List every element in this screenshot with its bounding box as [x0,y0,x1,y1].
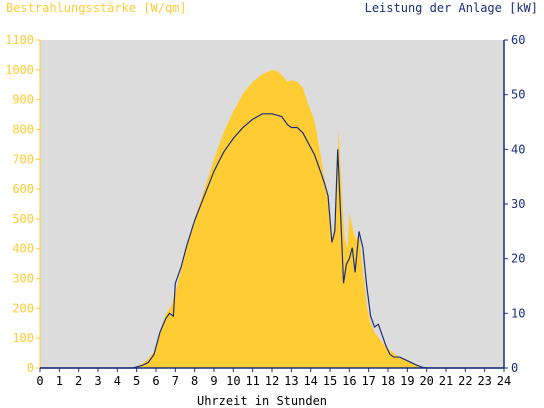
x-tick-label: 7 [172,374,179,388]
x-tick-label: 4 [114,374,121,388]
x-tick-label: 6 [152,374,159,388]
x-tick-label: 5 [133,374,140,388]
left-tick-label: 400 [12,242,34,256]
right-tick-label: 60 [511,33,525,47]
left-tick-label: 0 [27,361,34,375]
x-tick-label: 2 [75,374,82,388]
irradiance-layer [40,69,504,368]
power-line [40,113,504,369]
left-tick-label: 1000 [5,63,34,77]
x-tick-label: 11 [245,374,259,388]
left-tick-label: 300 [12,272,34,286]
left-axis-ticks: 0 100 200 300 400 500 600 700 800 900 1000 1100 [5,33,40,375]
x-axis-title: Uhrzeit in Stunden [197,394,327,408]
x-tick-label: 16 [342,374,356,388]
x-tick-label: 23 [477,374,491,388]
left-axis-title: Bestrahlungsstärke [W/qm] [6,1,187,15]
x-tick-label: 14 [303,374,317,388]
right-tick-label: 40 [511,142,525,156]
x-tick-label: 18 [381,374,395,388]
right-tick-label: 10 [511,306,525,320]
x-tick-label: 1 [56,374,63,388]
right-axis-title: Leistung der Anlage [kW] [365,1,538,15]
x-tick-label: 15 [323,374,337,388]
left-tick-label: 200 [12,301,34,315]
x-tick-label: 17 [361,374,375,388]
power-layer [40,113,504,369]
x-tick-label: 24 [497,374,511,388]
right-axis-ticks: 0 10 20 30 40 50 60 [504,33,525,375]
x-tick-label: 22 [458,374,472,388]
x-tick-label: 19 [400,374,414,388]
x-tick-label: 3 [94,374,101,388]
x-axis-ticks: 0 1 2 3 4 5 6 7 8 9 10 11 12 13 14 15 16 17 18 19 20 21 22 23 24 [36,368,511,388]
x-tick-label: 10 [226,374,240,388]
x-tick-label: 20 [419,374,433,388]
left-tick-label: 1100 [5,33,34,47]
right-tick-label: 30 [511,197,525,211]
left-tick-label: 900 [12,93,34,107]
x-tick-label: 0 [36,374,43,388]
right-tick-label: 50 [511,88,525,102]
left-tick-label: 600 [12,182,34,196]
x-tick-label: 12 [265,374,279,388]
left-tick-label: 700 [12,152,34,166]
right-tick-label: 0 [511,361,518,375]
x-tick-label: 13 [284,374,298,388]
x-tick-label: 9 [210,374,217,388]
right-tick-label: 20 [511,252,525,266]
x-tick-label: 8 [191,374,198,388]
x-tick-label: 21 [439,374,453,388]
left-tick-label: 100 [12,331,34,345]
left-tick-label: 500 [12,212,34,226]
irradiance-area [40,69,504,368]
left-tick-label: 800 [12,122,34,136]
